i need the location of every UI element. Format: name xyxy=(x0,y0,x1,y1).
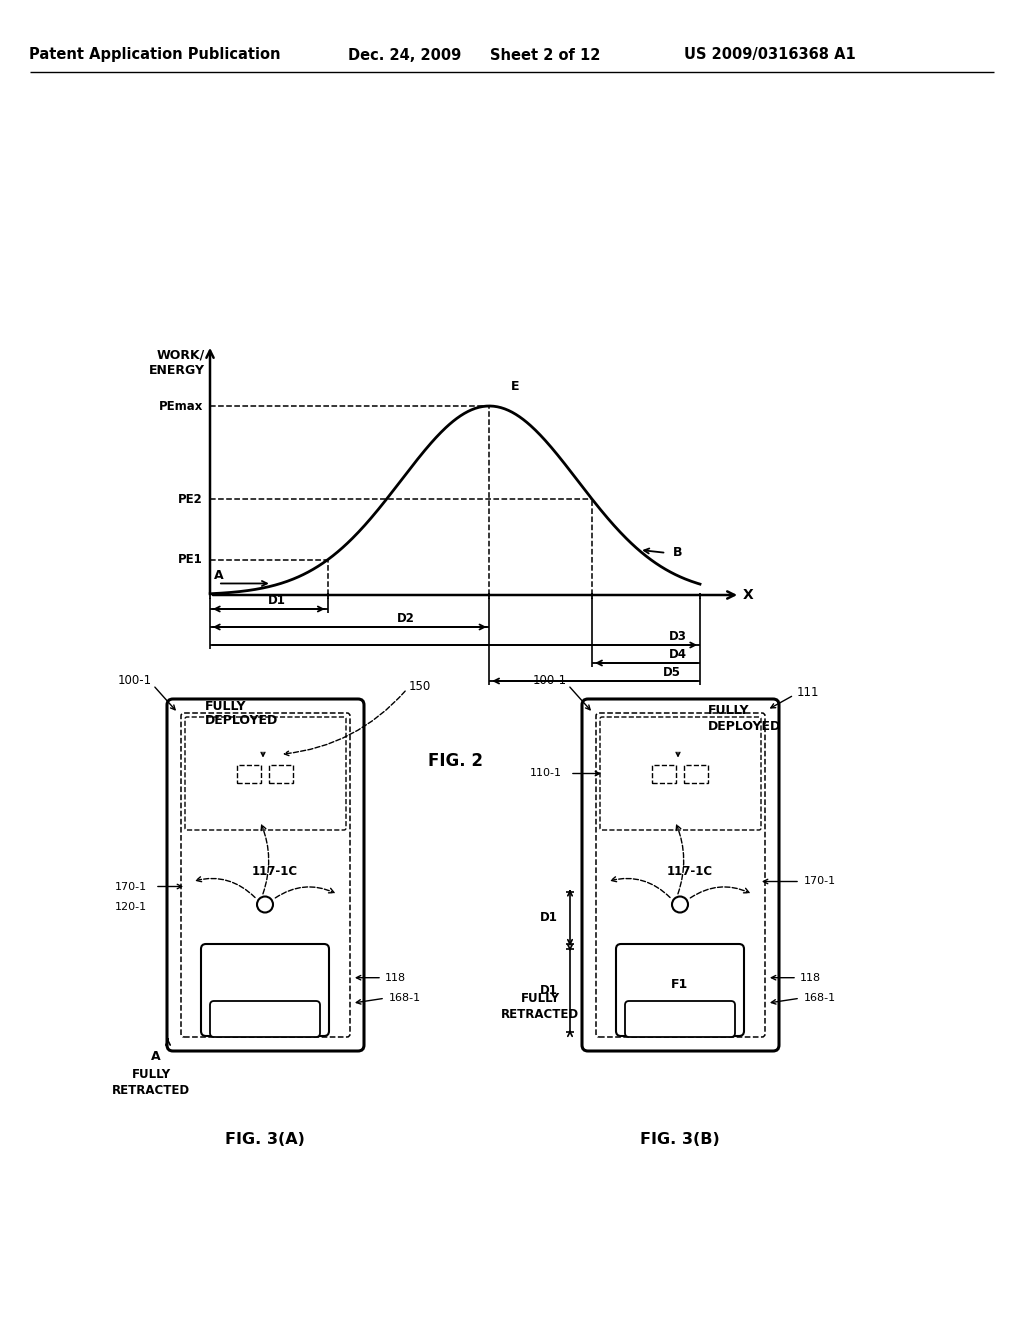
Text: 118: 118 xyxy=(800,973,821,982)
FancyBboxPatch shape xyxy=(201,944,329,1036)
Text: DEPLOYED: DEPLOYED xyxy=(205,714,279,727)
Text: PEmax: PEmax xyxy=(159,400,203,412)
Text: A: A xyxy=(152,1051,161,1064)
FancyBboxPatch shape xyxy=(210,1001,319,1038)
Text: 168-1: 168-1 xyxy=(389,993,421,1003)
Text: FIG. 2: FIG. 2 xyxy=(427,752,482,770)
Text: ENERGY: ENERGY xyxy=(150,363,205,376)
FancyBboxPatch shape xyxy=(616,944,744,1036)
Text: X: X xyxy=(742,587,754,602)
Text: A: A xyxy=(214,569,223,582)
Text: PE1: PE1 xyxy=(178,553,203,566)
Text: D1: D1 xyxy=(268,594,286,607)
Bar xyxy=(652,764,676,783)
Text: 168-1: 168-1 xyxy=(804,993,837,1003)
Text: FULLY: FULLY xyxy=(205,700,247,713)
Text: 170-1: 170-1 xyxy=(115,882,147,891)
Text: D2: D2 xyxy=(396,612,415,626)
Text: FULLY: FULLY xyxy=(708,705,750,718)
Text: D5: D5 xyxy=(663,667,681,680)
Text: WORK/: WORK/ xyxy=(157,348,205,362)
FancyBboxPatch shape xyxy=(167,700,364,1051)
Text: FIG. 3(B): FIG. 3(B) xyxy=(640,1133,720,1147)
Text: 120-1: 120-1 xyxy=(115,902,147,912)
Bar xyxy=(684,764,708,783)
Text: RETRACTED: RETRACTED xyxy=(501,1007,579,1020)
Text: 117-1C: 117-1C xyxy=(667,865,713,878)
Text: 110-1: 110-1 xyxy=(530,768,562,779)
Bar xyxy=(269,764,293,783)
Text: D1: D1 xyxy=(540,983,558,997)
Text: 170-1: 170-1 xyxy=(804,876,837,887)
Text: FULLY: FULLY xyxy=(131,1068,171,1081)
Text: 100-1: 100-1 xyxy=(532,673,567,686)
Text: FULLY: FULLY xyxy=(520,991,559,1005)
Text: Dec. 24, 2009: Dec. 24, 2009 xyxy=(348,48,462,62)
Text: 100-1: 100-1 xyxy=(118,673,152,686)
Text: Patent Application Publication: Patent Application Publication xyxy=(30,48,281,62)
Text: US 2009/0316368 A1: US 2009/0316368 A1 xyxy=(684,48,856,62)
Text: D3: D3 xyxy=(669,631,687,644)
Text: DEPLOYED: DEPLOYED xyxy=(708,721,781,734)
Text: RETRACTED: RETRACTED xyxy=(112,1085,190,1097)
Text: 118: 118 xyxy=(385,973,407,982)
Text: B: B xyxy=(674,546,683,560)
FancyBboxPatch shape xyxy=(582,700,779,1051)
FancyBboxPatch shape xyxy=(625,1001,735,1038)
Text: F1: F1 xyxy=(672,978,688,991)
Text: FIG. 3(A): FIG. 3(A) xyxy=(225,1133,305,1147)
Text: PE2: PE2 xyxy=(178,492,203,506)
Bar xyxy=(237,764,261,783)
Text: E: E xyxy=(511,380,520,392)
Text: Sheet 2 of 12: Sheet 2 of 12 xyxy=(489,48,600,62)
Text: 150: 150 xyxy=(409,681,431,693)
Text: D1: D1 xyxy=(540,911,558,924)
Text: 111: 111 xyxy=(797,686,819,700)
Text: D4: D4 xyxy=(669,648,687,661)
Text: 117-1C: 117-1C xyxy=(252,865,298,878)
